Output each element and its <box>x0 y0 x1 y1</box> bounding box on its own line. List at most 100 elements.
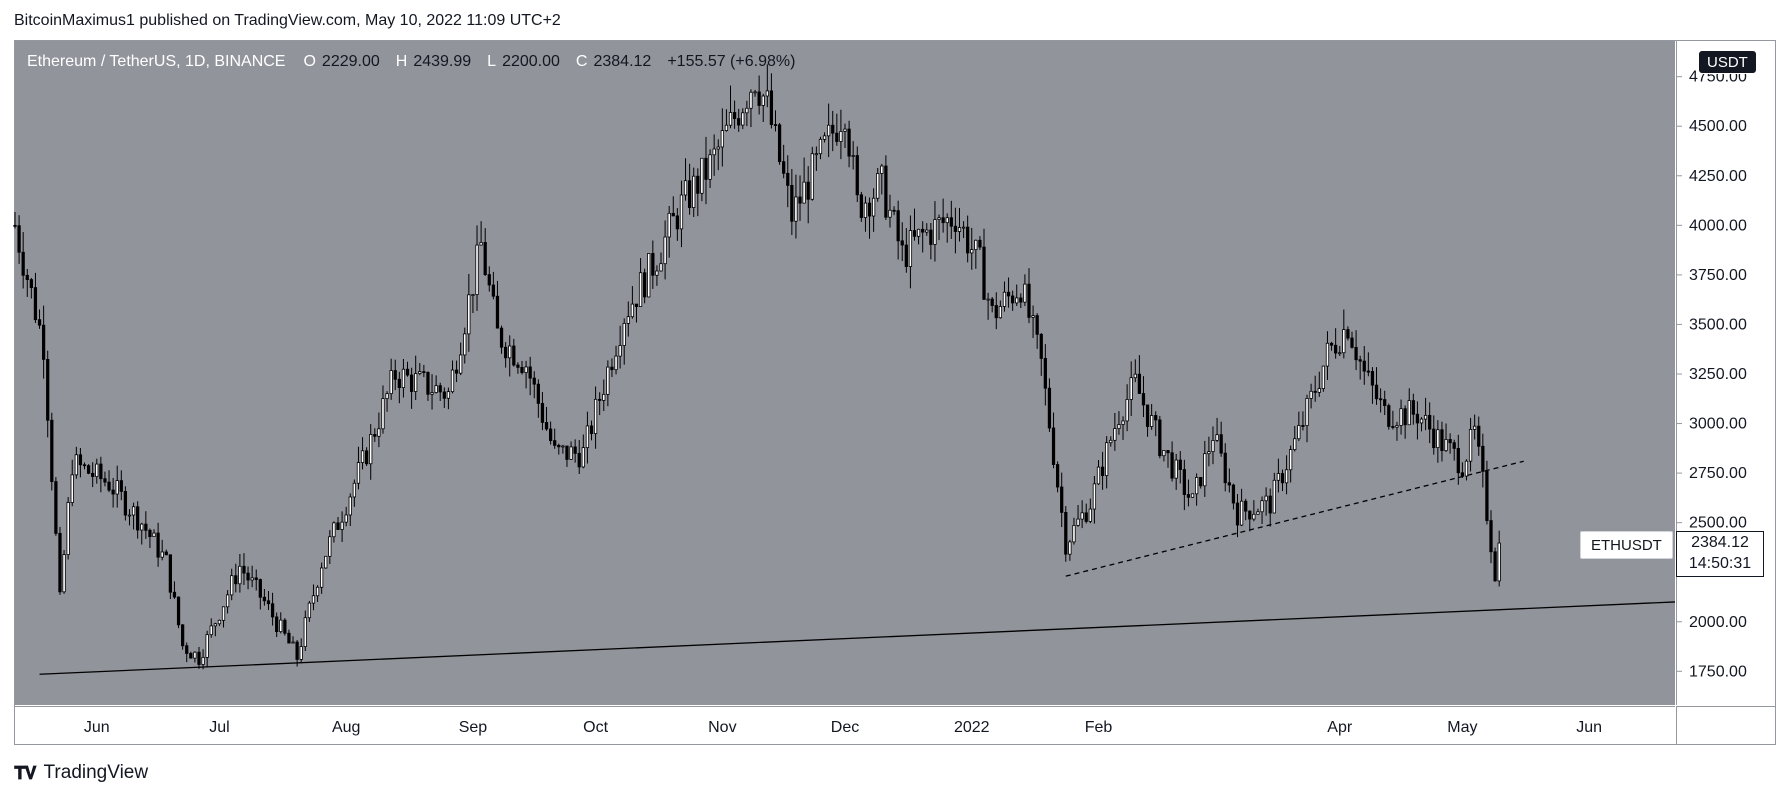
close-value: 2384.12 <box>593 53 652 70</box>
candle-down <box>1481 445 1485 472</box>
candle-up <box>569 446 573 460</box>
candle-up <box>389 370 393 395</box>
candle-up <box>1194 477 1199 495</box>
candle-up <box>1031 315 1035 318</box>
candle-down <box>21 251 25 276</box>
candle-up <box>933 219 937 245</box>
candle-up <box>450 369 455 393</box>
low-value: 2200.00 <box>502 53 560 70</box>
candle-down <box>867 202 872 217</box>
candle-down <box>1043 357 1047 389</box>
ticker-label: ETHUSDT <box>1580 531 1673 559</box>
candle-up <box>1096 466 1101 485</box>
candle-down <box>1064 511 1068 555</box>
candle-up <box>377 428 381 437</box>
currency-button[interactable]: USDT <box>1698 50 1757 74</box>
candle-up <box>446 391 451 399</box>
candle-up <box>1203 453 1207 487</box>
candle-down <box>528 366 532 379</box>
candle-down <box>610 366 614 371</box>
candle-up <box>1239 500 1244 526</box>
candle-up <box>299 646 303 660</box>
candle-down <box>1027 283 1031 318</box>
candle-down <box>1280 473 1285 484</box>
candle-down <box>33 287 38 321</box>
candle-down <box>553 440 557 446</box>
candle-up <box>1468 429 1473 462</box>
candle-up <box>561 445 565 448</box>
candle-up <box>463 333 467 356</box>
price-tick-label: 2750.00 <box>1689 465 1747 482</box>
candle-down <box>107 481 111 491</box>
candle-up <box>1289 449 1293 471</box>
candle-up <box>683 180 688 196</box>
candle-down <box>573 446 577 454</box>
candle-down <box>1006 291 1011 297</box>
footer-brand[interactable]: TradingView <box>43 762 149 783</box>
candle-down <box>704 157 708 180</box>
candle-down <box>1362 360 1366 372</box>
candle-down <box>835 132 839 142</box>
candle-down <box>1244 500 1248 512</box>
candle-down <box>675 215 679 230</box>
candle-down <box>1227 482 1231 486</box>
candle-down <box>405 368 410 376</box>
candle-down <box>1186 494 1191 498</box>
candle-up <box>1092 483 1097 510</box>
candle-up <box>1125 399 1129 422</box>
candle-up <box>745 107 749 114</box>
candle-up <box>647 253 651 298</box>
change-value: +155.57 (+6.98%) <box>667 53 796 70</box>
candle-down <box>1199 477 1203 487</box>
candle-up <box>369 434 373 465</box>
candle-up <box>1015 297 1019 304</box>
candle-up <box>1072 525 1076 543</box>
candle-down <box>1440 429 1444 452</box>
candle-up <box>131 506 136 516</box>
candle-up <box>340 521 344 530</box>
candle-down <box>283 619 287 634</box>
candle-up <box>908 230 913 267</box>
price-axis[interactable]: 1750.00 2000.00 2500.00 2750.00 3000.00 3250.… <box>1676 41 1775 705</box>
tradingview-logo-icon[interactable]: 𝐓𝐕 <box>14 762 37 783</box>
support-trendline <box>39 601 1676 675</box>
footer: 𝐓𝐕 TradingView <box>14 762 148 784</box>
candle-down <box>1158 419 1162 457</box>
candle-up <box>418 371 422 374</box>
time-tick-label: Jul <box>209 719 229 736</box>
candle-down <box>557 444 561 448</box>
candle-up <box>1342 329 1346 354</box>
low-key: L <box>487 53 497 70</box>
candle-down <box>99 463 103 480</box>
candle-up <box>1264 495 1268 502</box>
time-tick-label: Jun <box>84 719 110 736</box>
price-tick-label: 2500.00 <box>1689 515 1747 532</box>
candle-up <box>724 124 729 131</box>
price-tick-label: 4250.00 <box>1689 168 1747 185</box>
last-price-box: 2384.12 14:50:31 <box>1676 531 1764 577</box>
chart-plot-area[interactable] <box>13 41 1676 705</box>
candle-up <box>434 385 438 393</box>
candle-up <box>659 263 663 272</box>
candle-up <box>1076 518 1080 526</box>
candle-up <box>1399 408 1403 426</box>
candle-down <box>29 279 33 288</box>
candle-up <box>945 217 949 224</box>
candle-up <box>160 551 164 558</box>
candle-down <box>884 165 888 218</box>
candle-down <box>37 319 42 326</box>
dashed-trendline <box>1065 460 1524 577</box>
candle-up <box>479 242 483 246</box>
candle-up <box>238 565 242 585</box>
bar-countdown: 14:50:31 <box>1688 555 1752 572</box>
candle-down <box>483 242 487 275</box>
candle-down <box>1231 484 1236 504</box>
candle-down <box>1301 425 1305 427</box>
candle-down <box>1248 510 1252 520</box>
candle-down <box>859 194 863 218</box>
candle-up <box>414 373 418 392</box>
time-axis[interactable]: Jun Jul Aug Sep Oct Nov Dec 2022 Feb Apr May Jun <box>15 706 1675 744</box>
candle-up <box>827 124 831 137</box>
candle-up <box>1121 420 1125 425</box>
candle-up <box>741 112 745 126</box>
